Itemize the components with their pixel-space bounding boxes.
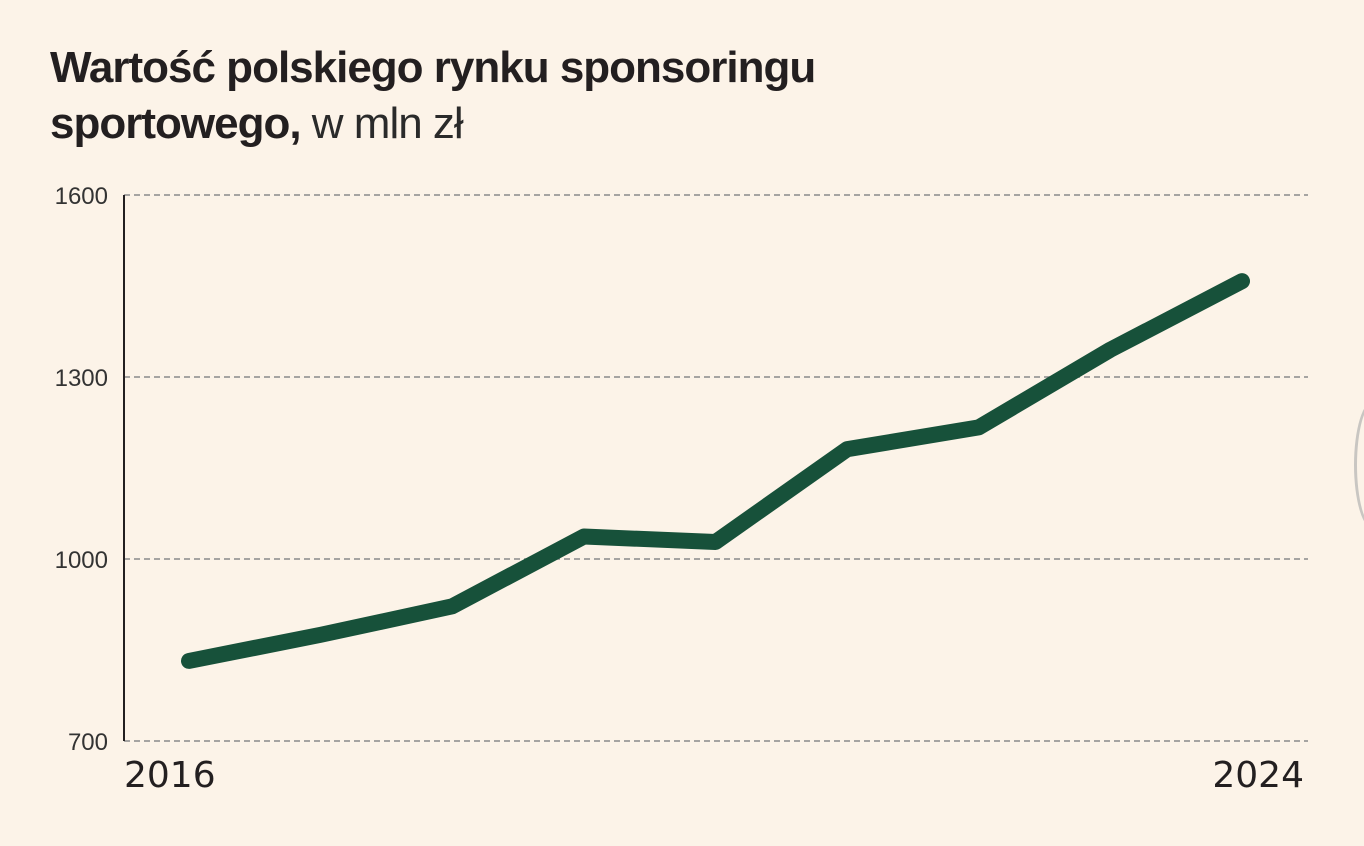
- chart-title: Wartość polskiego rynku sponsoringu spor…: [50, 40, 950, 152]
- x-tick-labels: 2016 2024: [124, 755, 1304, 796]
- y-tick-label: 1600: [55, 183, 108, 210]
- series-line: [181, 273, 1250, 669]
- series-layer: [181, 273, 1250, 669]
- x-tick-label: 2024: [1212, 755, 1304, 796]
- y-tick-labels: 700 1000 1300 1600: [55, 183, 108, 756]
- chart-title-main: Wartość polskiego rynku sponsoringu spor…: [50, 43, 816, 148]
- y-tick-label: 1300: [55, 365, 108, 392]
- chart-title-unit: w mln zł: [300, 99, 464, 148]
- y-tick-label: 1000: [55, 547, 108, 574]
- y-tick-label: 700: [68, 729, 108, 756]
- x-tick-label: 2016: [124, 755, 216, 796]
- grid-lines: [124, 194, 1308, 742]
